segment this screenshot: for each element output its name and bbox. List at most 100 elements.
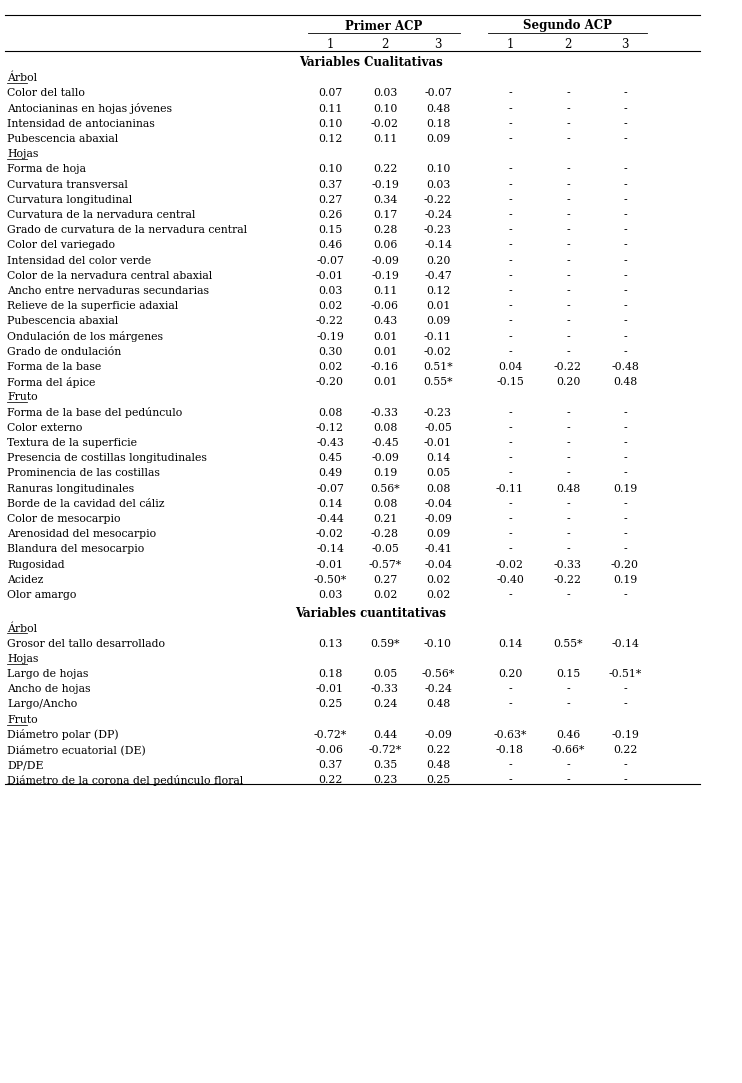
Text: 0.26: 0.26 [318, 210, 342, 220]
Text: 0.35: 0.35 [373, 760, 397, 770]
Text: 0.51*: 0.51* [423, 362, 453, 371]
Text: -: - [566, 760, 570, 770]
Text: Grosor del tallo desarrollado: Grosor del tallo desarrollado [7, 639, 165, 649]
Text: -: - [623, 684, 627, 694]
Text: -: - [566, 514, 570, 524]
Text: -: - [566, 316, 570, 326]
Text: 0.10: 0.10 [318, 119, 342, 129]
Text: -0.09: -0.09 [424, 514, 452, 524]
Text: -: - [566, 240, 570, 250]
Text: Intensidad del color verde: Intensidad del color verde [7, 256, 151, 265]
Text: -0.20: -0.20 [611, 560, 639, 570]
Text: -: - [508, 760, 512, 770]
Text: 2: 2 [565, 38, 571, 51]
Text: Forma de la base: Forma de la base [7, 362, 101, 371]
Text: Acidez: Acidez [7, 575, 43, 585]
Text: -0.63*: -0.63* [493, 730, 527, 740]
Text: 0.48: 0.48 [426, 700, 450, 709]
Text: Diámetro de la corona del pedúnculo floral: Diámetro de la corona del pedúnculo flor… [7, 775, 243, 786]
Text: 0.20: 0.20 [498, 669, 522, 679]
Text: 0.43: 0.43 [373, 316, 397, 326]
Text: -: - [566, 104, 570, 114]
Text: 0.48: 0.48 [613, 377, 637, 388]
Text: Ancho de hojas: Ancho de hojas [7, 684, 91, 694]
Text: -0.05: -0.05 [424, 422, 452, 433]
Text: -: - [623, 347, 627, 356]
Text: -: - [566, 331, 570, 341]
Text: -: - [566, 180, 570, 190]
Text: 0.12: 0.12 [318, 134, 342, 144]
Text: -: - [623, 590, 627, 600]
Text: 0.10: 0.10 [318, 165, 342, 174]
Text: 0.48: 0.48 [426, 760, 450, 770]
Text: -: - [623, 438, 627, 448]
Text: -0.33: -0.33 [371, 407, 399, 418]
Text: Grado de curvatura de la nervadura central: Grado de curvatura de la nervadura centr… [7, 225, 247, 235]
Text: 0.34: 0.34 [373, 195, 397, 205]
Text: Pubescencia abaxial: Pubescencia abaxial [7, 134, 118, 144]
Text: -0.47: -0.47 [424, 271, 452, 280]
Text: -: - [566, 347, 570, 356]
Text: -0.23: -0.23 [424, 225, 452, 235]
Text: -0.09: -0.09 [424, 730, 452, 740]
Text: -: - [623, 225, 627, 235]
Text: 0.07: 0.07 [318, 89, 342, 99]
Text: -0.19: -0.19 [316, 331, 344, 341]
Text: -: - [566, 530, 570, 539]
Text: -: - [566, 286, 570, 296]
Text: 0.08: 0.08 [318, 407, 342, 418]
Text: -: - [566, 271, 570, 280]
Text: 0.45: 0.45 [318, 453, 342, 464]
Text: Curvatura de la nervadura central: Curvatura de la nervadura central [7, 210, 195, 220]
Text: 0.37: 0.37 [318, 180, 342, 190]
Text: -0.45: -0.45 [371, 438, 399, 448]
Text: -: - [623, 530, 627, 539]
Text: 0.30: 0.30 [318, 347, 342, 356]
Text: 0.10: 0.10 [426, 165, 450, 174]
Text: Árbol: Árbol [7, 623, 37, 634]
Text: 0.02: 0.02 [318, 362, 342, 371]
Text: Presencia de costillas longitudinales: Presencia de costillas longitudinales [7, 453, 207, 464]
Text: -: - [508, 301, 512, 311]
Text: 0.14: 0.14 [318, 499, 342, 509]
Text: -: - [566, 422, 570, 433]
Text: Ancho entre nervaduras secundarias: Ancho entre nervaduras secundarias [7, 286, 209, 296]
Text: 0.49: 0.49 [318, 469, 342, 479]
Text: 0.13: 0.13 [318, 639, 342, 649]
Text: -: - [508, 407, 512, 418]
Text: 0.11: 0.11 [372, 286, 397, 296]
Text: -: - [623, 700, 627, 709]
Text: -: - [566, 301, 570, 311]
Text: -0.01: -0.01 [316, 560, 344, 570]
Text: 0.01: 0.01 [426, 301, 450, 311]
Text: Prominencia de las costillas: Prominencia de las costillas [7, 469, 160, 479]
Text: -: - [623, 195, 627, 205]
Text: 0.22: 0.22 [318, 775, 342, 785]
Text: 0.11: 0.11 [372, 134, 397, 144]
Text: 0.08: 0.08 [426, 484, 450, 494]
Text: 0.06: 0.06 [372, 240, 397, 250]
Text: -: - [508, 453, 512, 464]
Text: -: - [566, 545, 570, 554]
Text: -0.33: -0.33 [371, 684, 399, 694]
Text: 0.25: 0.25 [426, 775, 450, 785]
Text: -0.28: -0.28 [371, 530, 399, 539]
Text: 0.25: 0.25 [318, 700, 342, 709]
Text: -0.07: -0.07 [424, 89, 452, 99]
Text: Arenosidad del mesocarpio: Arenosidad del mesocarpio [7, 530, 156, 539]
Text: 0.09: 0.09 [426, 316, 450, 326]
Text: -0.10: -0.10 [424, 639, 452, 649]
Text: -: - [623, 210, 627, 220]
Text: -0.22: -0.22 [554, 575, 582, 585]
Text: -: - [566, 195, 570, 205]
Text: Variables cuantitativas: Variables cuantitativas [295, 606, 447, 619]
Text: -: - [508, 134, 512, 144]
Text: Blandura del mesocarpio: Blandura del mesocarpio [7, 545, 144, 554]
Text: -0.15: -0.15 [496, 377, 524, 388]
Text: -0.51*: -0.51* [608, 669, 642, 679]
Text: Largo de hojas: Largo de hojas [7, 669, 88, 679]
Text: -: - [566, 134, 570, 144]
Text: Hojas: Hojas [7, 149, 39, 159]
Text: -: - [508, 700, 512, 709]
Text: Forma de la base del pedúnculo: Forma de la base del pedúnculo [7, 407, 183, 418]
